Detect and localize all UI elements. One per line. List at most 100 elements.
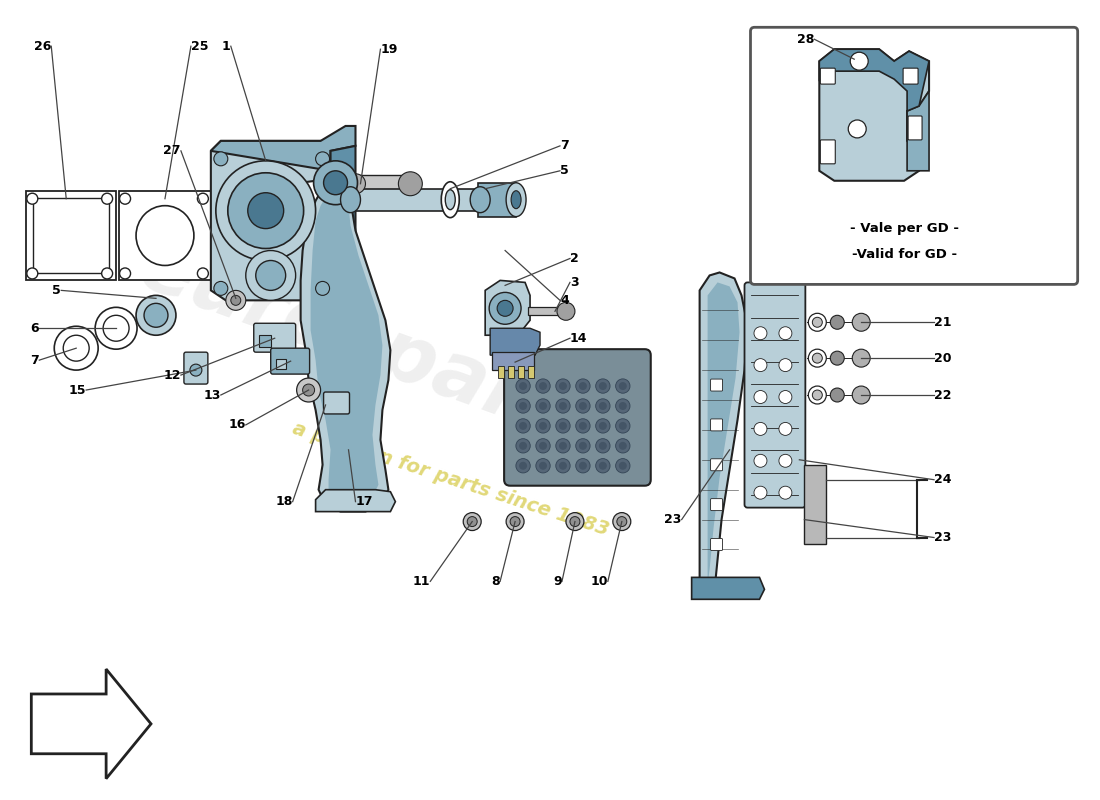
Circle shape [596,458,611,473]
Circle shape [598,382,607,390]
Circle shape [516,418,530,433]
Circle shape [516,458,530,473]
Circle shape [616,379,630,394]
Text: 11: 11 [412,575,430,588]
Circle shape [596,418,611,433]
Circle shape [536,438,550,453]
Circle shape [556,438,570,453]
Circle shape [779,358,792,371]
Circle shape [323,170,348,194]
Polygon shape [31,669,151,778]
Circle shape [575,399,590,413]
Text: 2: 2 [570,252,579,265]
Circle shape [779,390,792,403]
Text: 9: 9 [553,575,562,588]
Circle shape [616,438,630,453]
Polygon shape [820,50,930,111]
Circle shape [557,302,575,320]
Circle shape [754,358,767,371]
Text: 23: 23 [934,531,952,544]
Circle shape [579,442,587,450]
Bar [119,190,211,281]
Text: 27: 27 [164,144,180,158]
Circle shape [754,422,767,435]
Circle shape [519,462,527,470]
Text: 25: 25 [191,40,208,53]
Circle shape [596,379,611,394]
Circle shape [559,462,566,470]
FancyBboxPatch shape [184,352,208,384]
Circle shape [852,386,870,404]
FancyBboxPatch shape [711,498,723,510]
Circle shape [566,513,584,530]
Circle shape [754,486,767,499]
Text: -Valid for GD -: -Valid for GD - [851,248,957,261]
Circle shape [575,418,590,433]
FancyBboxPatch shape [821,68,835,84]
Circle shape [579,462,587,470]
Circle shape [852,314,870,331]
Text: 12: 12 [164,369,180,382]
Circle shape [536,458,550,473]
Circle shape [617,517,627,526]
Circle shape [779,326,792,340]
Circle shape [598,462,607,470]
Polygon shape [300,178,390,512]
Bar [478,182,516,217]
Ellipse shape [808,314,826,331]
Circle shape [619,382,627,390]
Polygon shape [316,490,395,512]
FancyBboxPatch shape [750,27,1078,285]
Circle shape [519,382,527,390]
Ellipse shape [63,335,89,361]
Polygon shape [310,186,383,504]
Circle shape [779,422,792,435]
Circle shape [516,399,530,413]
Circle shape [120,194,131,204]
Circle shape [754,454,767,467]
Circle shape [536,399,550,413]
Text: 15: 15 [68,383,86,397]
Text: - Vale per GD -: - Vale per GD - [849,222,958,235]
Circle shape [556,379,570,394]
Ellipse shape [54,326,98,370]
Ellipse shape [441,182,459,218]
Circle shape [556,418,570,433]
Text: 6: 6 [31,322,40,334]
Polygon shape [211,126,355,170]
Circle shape [754,390,767,403]
Ellipse shape [812,318,823,327]
Polygon shape [331,146,355,295]
Circle shape [101,194,112,204]
Circle shape [616,399,630,413]
Circle shape [468,517,477,526]
Circle shape [570,517,580,526]
FancyBboxPatch shape [271,348,309,374]
Bar [355,174,410,193]
Circle shape [101,268,112,279]
Text: 16: 16 [229,418,245,431]
Circle shape [519,442,527,450]
Circle shape [779,486,792,499]
Circle shape [26,268,37,279]
Circle shape [598,402,607,410]
Circle shape [136,295,176,335]
Circle shape [579,402,587,410]
Circle shape [850,52,868,70]
Text: 13: 13 [204,389,221,402]
Text: 26: 26 [34,40,52,53]
FancyBboxPatch shape [504,349,651,486]
Circle shape [213,282,228,295]
Text: 23: 23 [664,513,682,526]
Circle shape [228,173,304,249]
Circle shape [510,517,520,526]
Ellipse shape [96,307,138,349]
Circle shape [226,290,245,310]
Polygon shape [707,282,739,584]
FancyBboxPatch shape [909,116,922,140]
Bar [528,366,534,378]
Text: 5: 5 [53,284,62,297]
Text: 18: 18 [275,495,293,508]
Circle shape [316,282,330,295]
Polygon shape [211,141,331,300]
